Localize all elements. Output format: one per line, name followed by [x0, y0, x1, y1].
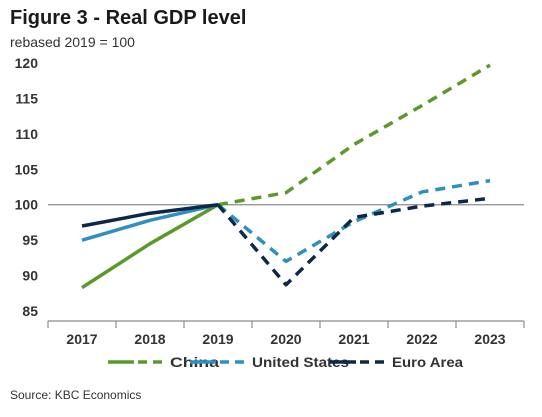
x-tick-label: 2023 — [474, 331, 505, 347]
x-axis: 2017 2018 2019 2020 2021 2022 2023 — [47, 320, 525, 347]
legend: China United States Euro Area — [108, 354, 463, 370]
series-line-actual — [81, 203, 219, 290]
x-tick-label: 2022 — [406, 331, 437, 347]
series-line-actual — [81, 202, 219, 228]
x-tick-label: 2019 — [202, 331, 233, 347]
series-layer — [81, 63, 491, 290]
source-note: Source: KBC Economics — [10, 388, 142, 402]
y-axis: 85 90 95 100 105 110 115 120 — [15, 55, 524, 319]
y-tick-label: 110 — [15, 126, 38, 142]
y-tick-label: 115 — [15, 90, 38, 106]
chart-title: Figure 3 - Real GDP level — [10, 7, 247, 29]
y-tick-label: 95 — [22, 232, 38, 248]
y-tick-label: 120 — [15, 55, 39, 71]
x-tick-label: 2020 — [270, 331, 301, 347]
series-line-forecast — [217, 63, 491, 207]
chart-subtitle: rebased 2019 = 100 — [10, 34, 135, 50]
x-tick-label: 2017 — [66, 331, 97, 347]
legend-label: Euro Area — [392, 354, 463, 370]
y-tick-label: 85 — [22, 303, 38, 319]
y-tick-label: 90 — [22, 268, 38, 284]
series-line-forecast — [216, 178, 491, 264]
legend-label: United States — [252, 354, 349, 370]
x-tick-label: 2018 — [134, 331, 165, 347]
series-line-actual — [81, 203, 219, 242]
y-tick-label: 100 — [15, 197, 39, 213]
y-tick-label: 105 — [15, 161, 39, 177]
x-tick-label: 2021 — [338, 331, 369, 347]
series-line-forecast — [216, 196, 491, 287]
